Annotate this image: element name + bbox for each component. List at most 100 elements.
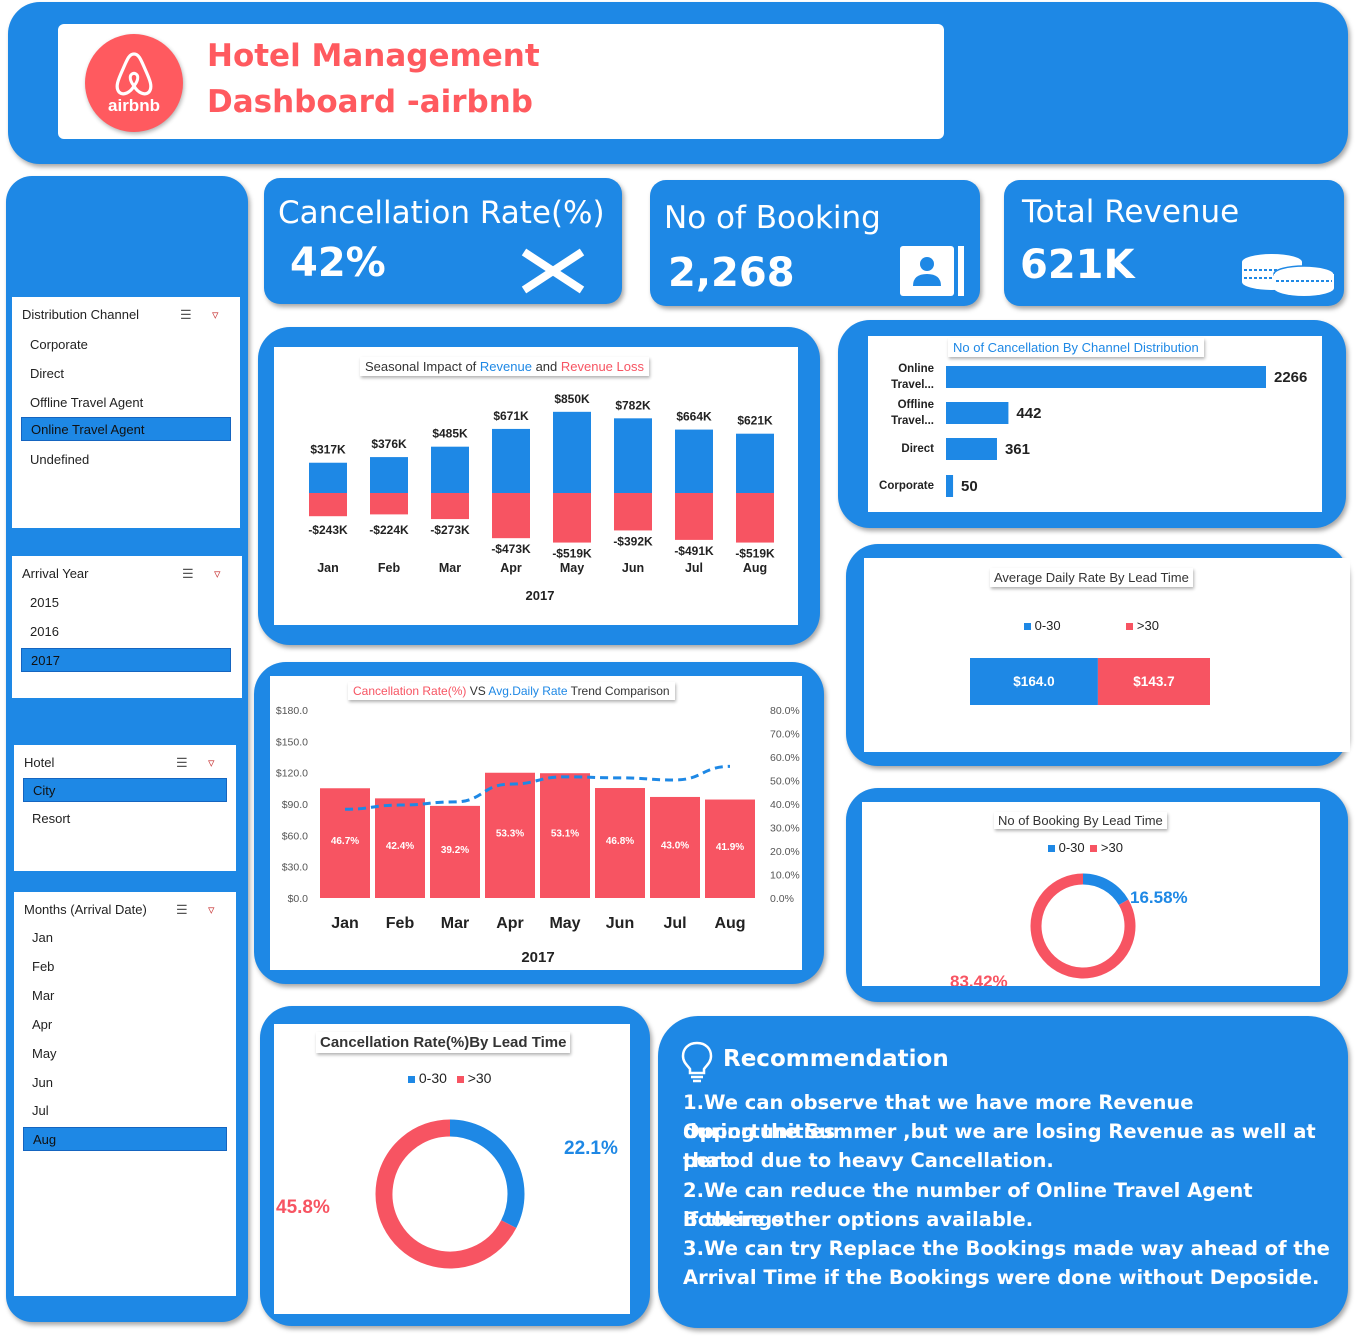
cancellation-bar <box>320 788 370 898</box>
x-tick-label: Jan <box>317 561 339 575</box>
multi-select-icon[interactable]: ☰ <box>180 307 192 322</box>
title-part: Revenue <box>479 359 532 374</box>
x-tick-label: Mar <box>441 915 469 932</box>
slicer-item[interactable]: May <box>32 1046 57 1061</box>
trend-chart-title: Cancellation Rate(%) VS Avg.Daily Rate T… <box>348 682 675 700</box>
close-x-icon <box>521 248 585 294</box>
kpi-title: Total Revenue <box>1022 194 1240 230</box>
bar-data-label: 53.3% <box>496 828 524 839</box>
adr-chart-panel: Average Daily Rate By Lead Time 0-30 >30… <box>846 544 1350 766</box>
slicer-item[interactable]: Corporate <box>30 337 88 352</box>
title-part: Seasonal Impact of <box>365 359 480 374</box>
channel-chart-panel: No of Cancellation By Channel Distributi… <box>838 320 1346 528</box>
x-tick-label: Jun <box>622 561 644 575</box>
slicer-item-selected[interactable]: City <box>23 778 227 802</box>
slicer-item[interactable]: Direct <box>30 366 64 381</box>
bar-data-label: 2266 <box>1274 369 1307 386</box>
loss-bar <box>370 493 408 515</box>
kpi-booking-card: No of Booking 2,268 <box>650 180 980 306</box>
legend-swatch-red <box>1126 623 1134 630</box>
legend-swatch-blue <box>1024 623 1031 630</box>
kpi-revenue-card: Total Revenue 621K <box>1004 180 1344 306</box>
slicer-item[interactable]: Jun <box>32 1075 53 1090</box>
donut-slice-0-30 <box>1082 873 1129 906</box>
revenue-bar <box>492 428 530 493</box>
clear-filter-icon[interactable]: ▿ <box>212 307 219 322</box>
booking-lead-area: No of Booking By Lead Time 0-30 >30 16.5… <box>862 802 1320 986</box>
page-title-line2: Dashboard -airbnb <box>207 84 533 120</box>
y-tick-label: Travel... <box>891 415 934 427</box>
legend-label: >30 <box>1136 618 1159 633</box>
loss-bar <box>309 493 347 517</box>
cancellation-bar <box>595 788 645 898</box>
kpi-title: No of Booking <box>664 200 881 236</box>
donut-label-0-30: 22.1% <box>564 1138 618 1159</box>
slicer-item[interactable]: Offline Travel Agent <box>30 395 144 410</box>
cancellation-bar <box>540 773 590 898</box>
x-axis-label: 2017 <box>521 949 554 966</box>
slicer-item[interactable]: Mar <box>32 988 55 1003</box>
slicer-item[interactable]: 2015 <box>30 595 59 610</box>
loss-data-label: -$273K <box>430 523 470 537</box>
adr-chart-area: Average Daily Rate By Lead Time 0-30 >30… <box>864 558 1350 752</box>
contact-card-icon <box>900 246 964 296</box>
slicer-title: Months (Arrival Date) <box>24 902 147 917</box>
adr-chart-svg: $164.0 $143.7 <box>970 658 1210 705</box>
bar-data-label: 46.8% <box>606 836 634 847</box>
bar-data-label: $143.7 <box>1133 674 1174 689</box>
legend: 0-30 >30 <box>1048 840 1123 855</box>
seasonal-chart-panel: Seasonal Impact of Revenue and Revenue L… <box>258 327 820 645</box>
slicer-item-selected[interactable]: Aug <box>23 1127 227 1151</box>
x-axis-label: 2017 <box>526 588 555 603</box>
donut-label-0-30: 16.58% <box>1130 888 1188 907</box>
multi-select-icon[interactable]: ☰ <box>176 755 188 770</box>
slicer-item[interactable]: Jan <box>32 930 53 945</box>
cancel-lead-area: Cancellation Rate(%)By Lead Time 0-30 >3… <box>274 1024 630 1314</box>
slicer-title: Distribution Channel <box>22 307 140 322</box>
revenue-bar <box>553 411 591 493</box>
y2-tick-label: 20.0% <box>770 846 800 858</box>
slicer-item[interactable]: Jul <box>32 1103 49 1118</box>
title-part: Trend Comparison <box>567 684 670 698</box>
slicer-item[interactable]: Resort <box>32 811 71 826</box>
loss-bar <box>614 493 652 531</box>
x-tick-label: Jul <box>663 915 686 932</box>
revenue-data-label: $664K <box>676 410 712 424</box>
slicer-item-selected[interactable]: 2017 <box>21 648 231 672</box>
multi-select-icon[interactable]: ☰ <box>176 902 188 917</box>
bar-data-label: 39.2% <box>441 845 469 856</box>
donut-label-over-30: 83.42% <box>950 972 1008 986</box>
slicer-item[interactable]: Apr <box>32 1017 53 1032</box>
bar-data-label: 42.4% <box>386 841 414 852</box>
slicer-item-selected[interactable]: Online Travel Agent <box>21 417 231 441</box>
channel-chart-svg: 2266 Online Travel... 442 Offline Travel... 36… <box>879 363 1307 497</box>
x-tick-label: Jun <box>606 915 634 932</box>
recommendation-line: 3.We can try Replace the Bookings made w… <box>683 1237 1330 1260</box>
legend-label: 0-30 <box>1034 618 1061 633</box>
y-tick-label: $30.0 <box>282 862 308 874</box>
donut-slice-0-30 <box>449 1119 525 1229</box>
clear-filter-icon[interactable]: ▿ <box>214 566 221 581</box>
revenue-bar <box>614 418 652 493</box>
x-tick-label: Feb <box>378 561 401 575</box>
clear-filter-icon[interactable]: ▿ <box>208 902 215 917</box>
y2-tick-label: 80.0% <box>770 705 800 717</box>
clear-filter-icon[interactable]: ▿ <box>208 755 215 770</box>
donut-slice-over-30 <box>1030 873 1136 979</box>
slicer-item[interactable]: Feb <box>32 959 55 974</box>
revenue-data-label: $782K <box>615 398 651 412</box>
channel-bar <box>946 475 954 497</box>
y-tick-label: $90.0 <box>282 799 308 811</box>
legend-swatch-blue <box>408 1076 415 1083</box>
bar-data-label: 442 <box>1016 405 1041 422</box>
revenue-data-label: $850K <box>554 392 590 406</box>
slicer-item[interactable]: Undefined <box>30 452 90 467</box>
y-tick-label: Offline <box>898 399 934 411</box>
recommendation-line: during the Summer ,but we are losing Rev… <box>683 1120 1316 1173</box>
slicer-item[interactable]: 2016 <box>30 624 59 639</box>
legend-label: 0-30 <box>418 1070 447 1086</box>
multi-select-icon[interactable]: ☰ <box>182 566 194 581</box>
kpi-value: 2,268 <box>668 250 795 296</box>
revenue-bar <box>309 462 347 493</box>
seasonal-chart-svg: 2017 $317K -$243K Jan $376K -$224K Feb $485K -$… <box>308 392 775 603</box>
